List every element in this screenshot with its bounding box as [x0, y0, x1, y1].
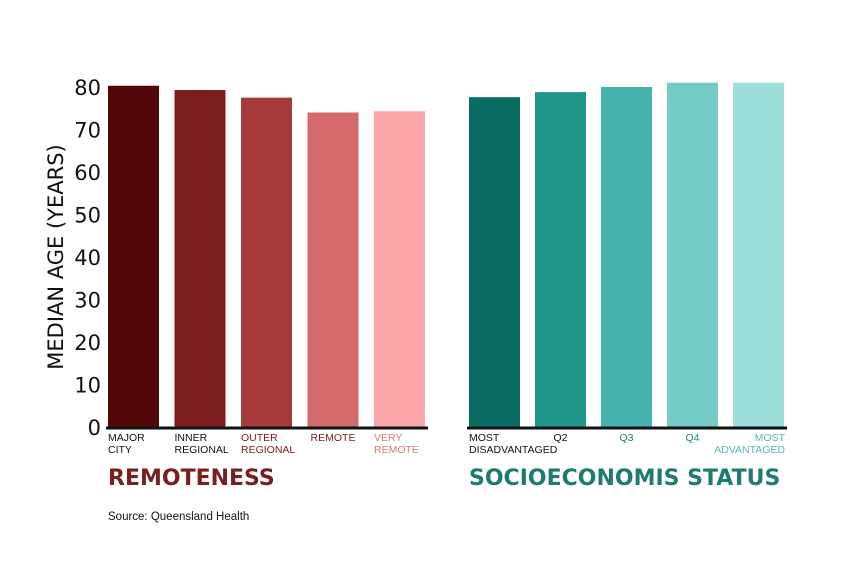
category-label-0-0-1: CITY: [108, 444, 132, 456]
category-label-1-3-0: Q4: [685, 432, 699, 444]
bar-0-1: [174, 89, 226, 427]
bar-0-2: [241, 97, 292, 427]
bar-1-3: [667, 82, 718, 427]
group-label-0: REMOTENESS: [108, 466, 275, 491]
y-tick-label-20: 20: [74, 331, 101, 355]
y-tick-label-60: 60: [74, 161, 101, 185]
bar-1-4: [733, 82, 784, 427]
bar-1-0: [469, 97, 520, 427]
bar-1-1: [535, 92, 586, 427]
category-label-0-1-0: INNER: [175, 432, 208, 444]
y-tick-label-70: 70: [74, 119, 101, 143]
category-label-1-1-0: Q2: [553, 432, 567, 444]
group-label-1: SOCIOECONOMIS STATUS: [469, 466, 780, 491]
category-label-1-4-0: MOST: [755, 432, 786, 444]
category-label-1-2-0: Q3: [619, 432, 633, 444]
y-tick-label-80: 80: [74, 76, 101, 100]
bar-1-2: [601, 87, 652, 427]
y-tick-label-40: 40: [74, 246, 101, 270]
category-label-0-2-1: REGIONAL: [241, 444, 295, 456]
source-note: Source: Queensland Health: [108, 511, 250, 523]
y-tick-label-50: 50: [74, 204, 101, 228]
y-tick-label-10: 10: [74, 374, 101, 398]
category-label-0-4-0: VERY: [374, 432, 402, 444]
category-label-0-2-0: OUTER: [241, 432, 278, 444]
category-label-1-0-1: DISADVANTAGED: [469, 444, 558, 456]
y-tick-label-30: 30: [74, 289, 101, 313]
category-label-0-4-1: REMOTE: [374, 444, 419, 456]
category-label-0-1-1: REGIONAL: [175, 444, 229, 456]
category-label-1-4-1: ADVANTAGED: [714, 444, 785, 456]
bar-0-3: [307, 112, 359, 427]
bar-0-0: [108, 85, 159, 427]
y-axis-label: MEDIAN AGE (YEARS): [44, 144, 68, 369]
category-label-0-0-0: MAJOR: [108, 432, 145, 444]
y-tick-label-0: 0: [88, 416, 101, 440]
bar-0-4: [374, 111, 425, 427]
category-label-0-3-0: REMOTE: [311, 432, 356, 444]
category-label-1-0-0: MOST: [469, 432, 500, 444]
